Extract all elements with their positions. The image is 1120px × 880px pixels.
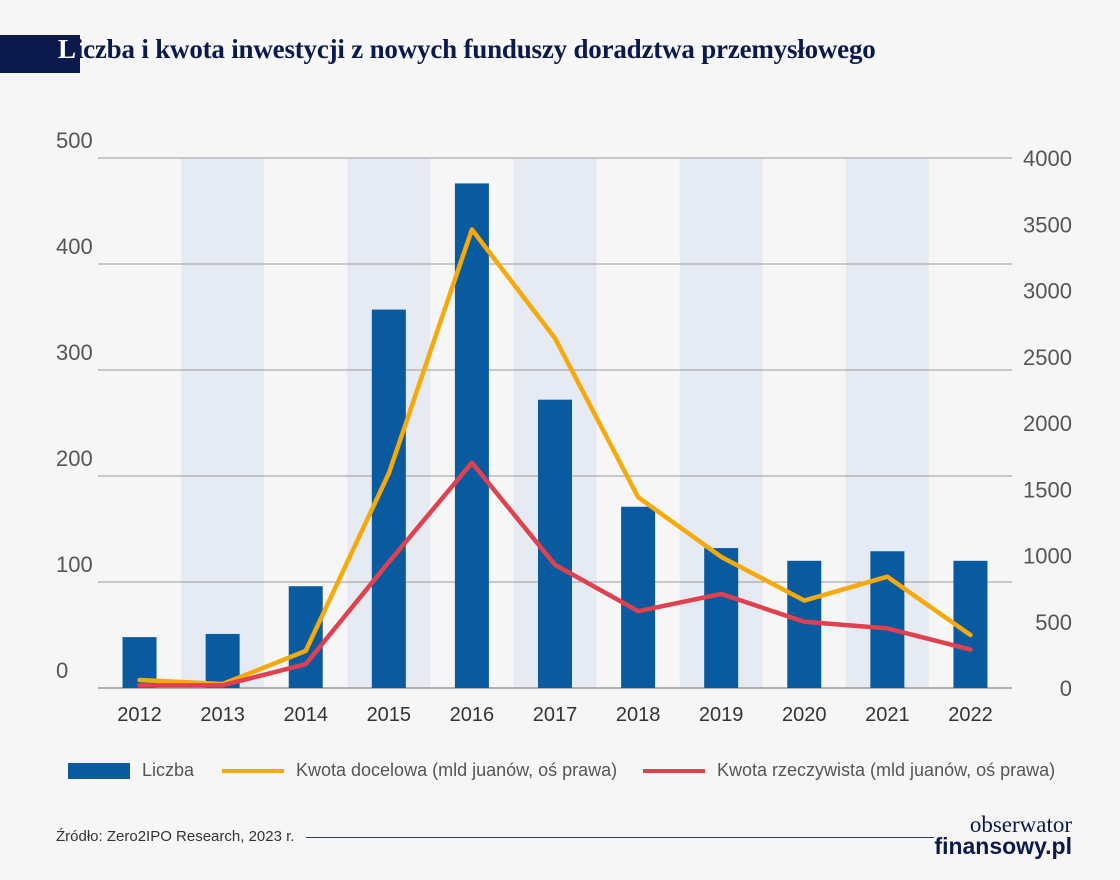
x-tick-label: 2014: [283, 704, 328, 726]
title-first-letter: L: [58, 34, 76, 64]
chart-svg: 0 100 200 300 400 500 0 500 1000 1500 2000 2500 3000…: [56, 128, 1072, 726]
legend-item-target: Kwota docelowa (mld juanów, oś prawa): [222, 760, 617, 781]
right-tick-label: 4000: [1023, 146, 1072, 171]
right-tick-label: 3000: [1023, 279, 1072, 304]
logo-line-2: finansowy.pl: [934, 832, 1072, 859]
x-tick-label: 2019: [699, 704, 744, 726]
source-note: Źródło: Zero2IPO Research, 2023 r.: [56, 828, 295, 845]
title-text: iczba i kwota inwestycji z nowych fundus…: [75, 34, 876, 64]
legend-item-actual: Kwota rzeczywista (mld juanów, oś prawa): [643, 760, 1055, 781]
axis-ticks: 0 100 200 300 400 500 0 500 1000 1500 2000 2500 3000…: [56, 128, 1072, 726]
right-tick-label: 500: [1035, 610, 1072, 635]
legend-label-actual: Kwota rzeczywista (mld juanów, oś prawa): [717, 760, 1056, 780]
right-tick-label: 1000: [1023, 544, 1072, 569]
source-divider: [306, 837, 934, 838]
x-tick-label: 2022: [948, 704, 993, 726]
left-tick-label: 0: [56, 658, 68, 683]
right-tick-label: 3500: [1023, 212, 1072, 237]
x-tick-label: 2013: [200, 704, 245, 726]
bar-2014: [288, 586, 323, 688]
left-tick-label: 400: [56, 234, 93, 259]
x-tick-label: 2016: [450, 704, 495, 726]
x-tick-label: 2018: [616, 704, 661, 726]
legend-item-bar: Liczba: [68, 760, 194, 781]
bar-2019: [704, 548, 739, 688]
legend-swatch-target: [222, 768, 284, 773]
left-tick-label: 100: [56, 552, 93, 577]
bar-2021: [870, 551, 905, 688]
chart-title: Liczba i kwota inwestycji z nowych fundu…: [58, 34, 876, 65]
x-tick-label: 2015: [367, 704, 412, 726]
logo: obserwator finansowy.pl: [934, 812, 1072, 859]
series-lines: [137, 227, 973, 688]
legend-swatch-actual: [643, 768, 705, 773]
bar-2018: [621, 506, 656, 688]
x-tick-label: 2012: [117, 704, 162, 726]
title-accent-bar: [0, 35, 80, 73]
right-tick-label: 2500: [1023, 345, 1072, 370]
x-tick-label: 2021: [865, 704, 910, 726]
legend-label-target: Kwota docelowa (mld juanów, oś prawa): [296, 760, 618, 780]
left-tick-label: 200: [56, 446, 93, 471]
x-tick-label: 2020: [782, 704, 827, 726]
shaded-band-2013: [181, 158, 265, 688]
right-tick-label: 2000: [1023, 411, 1072, 436]
right-tick-label: 0: [1060, 676, 1072, 701]
legend-swatch-bar: [68, 762, 130, 779]
legend: Liczba Kwota docelowa (mld juanów, oś pr…: [68, 760, 1080, 788]
logo-line-1: obserwator: [969, 812, 1072, 837]
legend-label-bar: Liczba: [142, 760, 195, 780]
left-tick-label: 300: [56, 340, 93, 365]
left-tick-label: 500: [56, 128, 93, 153]
right-tick-label: 1500: [1023, 477, 1072, 502]
bar-2017: [538, 399, 572, 688]
x-tick-label: 2017: [533, 704, 578, 726]
